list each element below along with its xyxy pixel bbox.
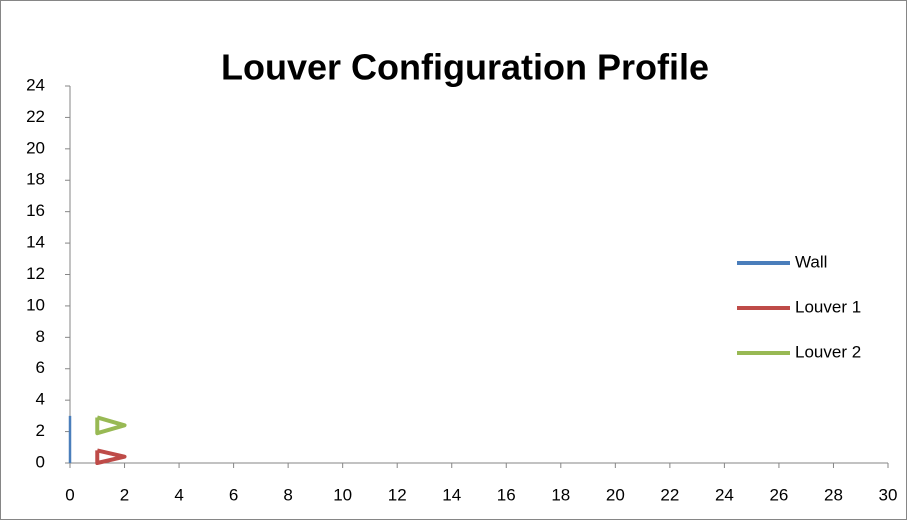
legend-label: Louver 2: [795, 342, 861, 361]
y-tick-label: 12: [26, 264, 45, 283]
x-tick-label: 12: [388, 485, 407, 504]
y-tick-label: 18: [26, 170, 45, 189]
chart-title: Louver Configuration Profile: [221, 47, 709, 88]
x-tick-label: 2: [120, 485, 129, 504]
x-tick-label: 4: [174, 485, 183, 504]
x-tick-label: 10: [333, 485, 352, 504]
series-line: [95, 448, 127, 465]
x-tick-label: 22: [660, 485, 679, 504]
y-tick-label: 22: [26, 107, 45, 126]
x-tick-label: 0: [65, 485, 74, 504]
y-tick-label: 6: [36, 358, 45, 377]
x-tick-label: 28: [824, 485, 843, 504]
x-tick-label: 24: [715, 485, 734, 504]
y-tick-label: 24: [26, 75, 45, 94]
x-tick-label: 30: [879, 485, 898, 504]
x-tick-label: 8: [283, 485, 292, 504]
y-tick-label: 8: [36, 327, 45, 346]
y-tick-label: 10: [26, 295, 45, 314]
x-tick-label: 14: [442, 485, 461, 504]
y-tick-label: 14: [26, 233, 45, 252]
y-tick-label: 2: [36, 421, 45, 440]
series-line: [95, 415, 127, 436]
legend-label: Wall: [795, 252, 827, 271]
x-tick-label: 16: [497, 485, 516, 504]
x-tick-label: 6: [229, 485, 238, 504]
x-tick-label: 20: [606, 485, 625, 504]
x-tick-label: 26: [769, 485, 788, 504]
y-tick-label: 0: [36, 452, 45, 471]
x-tick-label: 18: [551, 485, 570, 504]
y-tick-label: 16: [26, 201, 45, 220]
legend-label: Louver 1: [795, 297, 861, 316]
y-tick-label: 20: [26, 138, 45, 157]
y-tick-label: 4: [36, 390, 45, 409]
